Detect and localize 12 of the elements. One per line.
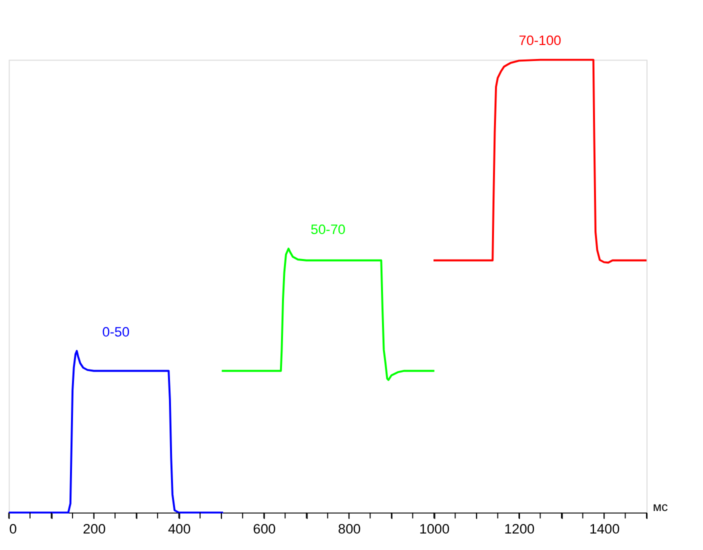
x-tick-label: 400 (168, 522, 192, 536)
series-label: 70-100 (518, 33, 562, 48)
x-tick-label: 800 (338, 522, 362, 536)
x-tick-label: 600 (252, 522, 276, 536)
x-tick-label: 200 (82, 522, 106, 536)
x-tick-label: 1400 (589, 522, 620, 536)
x-tick-label: 0 (9, 522, 18, 536)
text: 0-50 (102, 324, 130, 340)
x-tick-label: 1000 (419, 522, 450, 536)
x-axis-title: мс (652, 500, 668, 514)
x-tick-label: 1200 (504, 522, 536, 536)
series-label: 50-70 (310, 222, 346, 237)
